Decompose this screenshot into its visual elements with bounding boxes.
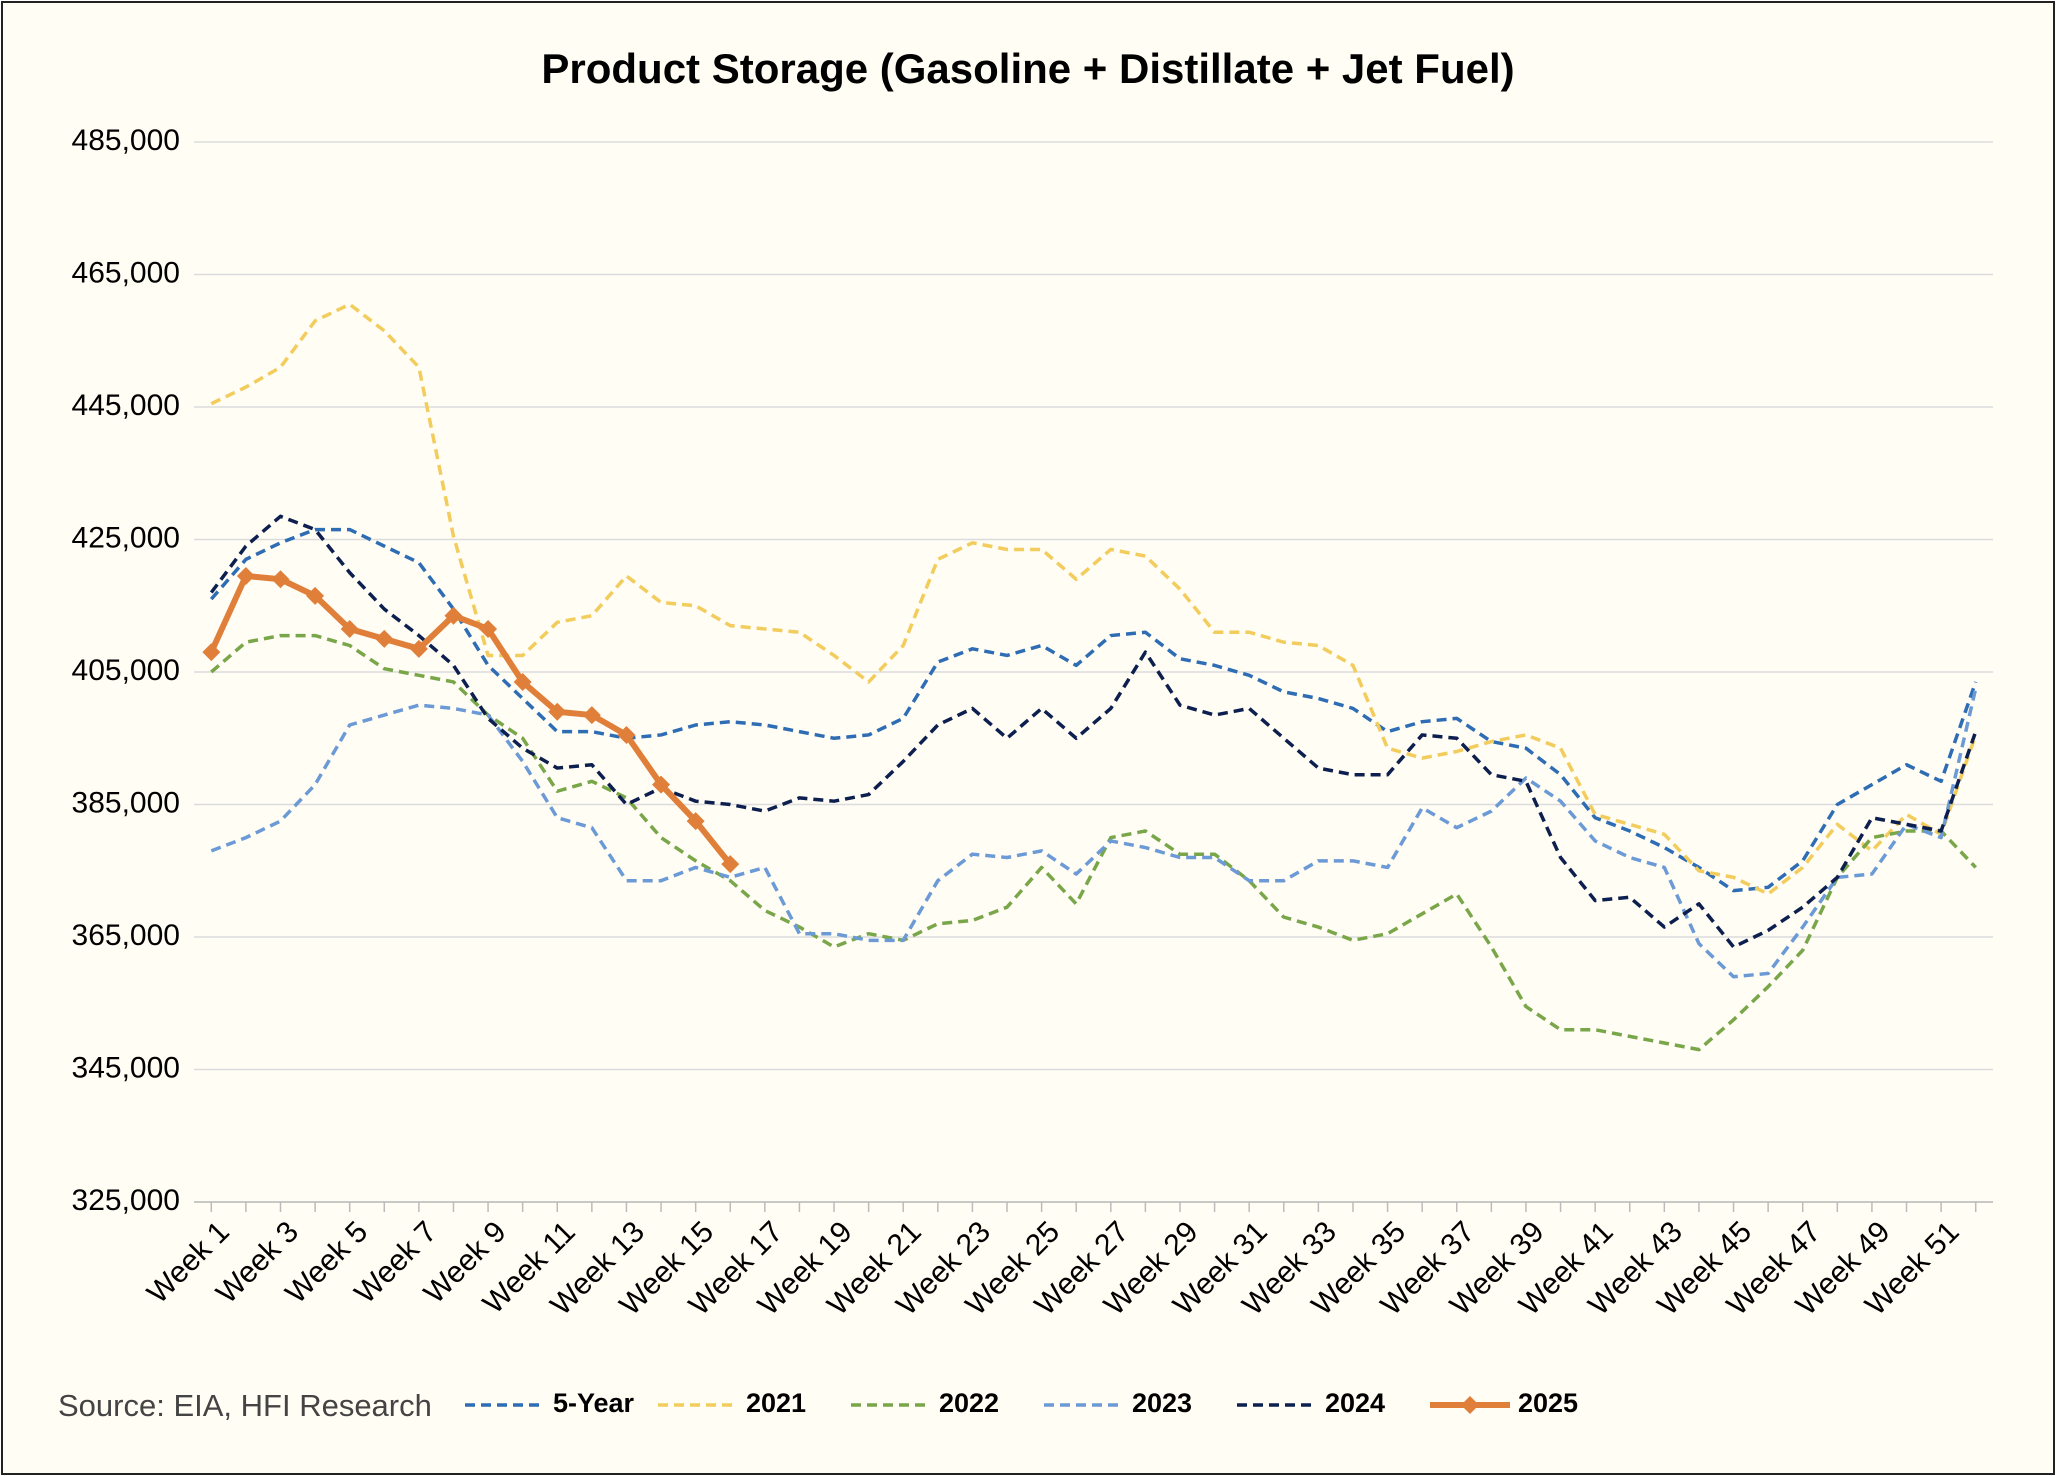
y-tick-label: 405,000 [72,654,180,687]
series-marker [582,706,601,725]
source-note: Source: EIA, HFI Research [58,1388,432,1423]
chart-title: Product Storage (Gasoline + Distillate +… [541,45,1514,92]
legend-label: 5-Year [553,1388,635,1418]
series-line [210,633,1977,1052]
series-line [209,527,1978,893]
series-line [209,514,1978,949]
legend-marker [1461,1396,1479,1414]
y-tick-label: 425,000 [72,521,180,554]
series-marker [271,570,290,589]
series-marker [202,643,221,662]
series-marker [548,702,567,721]
series-marker [652,775,671,794]
y-tick-label: 485,000 [72,124,180,157]
y-tick-label: 365,000 [72,919,180,952]
series-marker [375,629,394,648]
legend-label: 2021 [746,1388,806,1418]
legend-label: 2025 [1518,1388,1578,1418]
series-marker [513,672,532,691]
y-tick-label: 385,000 [72,786,180,819]
series-marker [479,619,498,638]
y-tick-label: 465,000 [72,256,180,289]
legend-label: 2023 [1132,1388,1192,1418]
series-marker [409,639,428,658]
y-tick-label: 345,000 [72,1051,180,1084]
series-marker [686,812,705,831]
series-marker [340,619,359,638]
legend-label: 2024 [1325,1388,1385,1418]
series-marker [444,606,463,625]
series-marker [721,855,740,874]
series-marker [236,566,255,585]
y-tick-label: 325,000 [72,1184,180,1217]
series-marker [306,586,325,605]
y-tick-label: 445,000 [72,389,180,422]
series-line [208,572,733,867]
legend-label: 2022 [939,1388,999,1418]
series-marker [617,725,636,744]
